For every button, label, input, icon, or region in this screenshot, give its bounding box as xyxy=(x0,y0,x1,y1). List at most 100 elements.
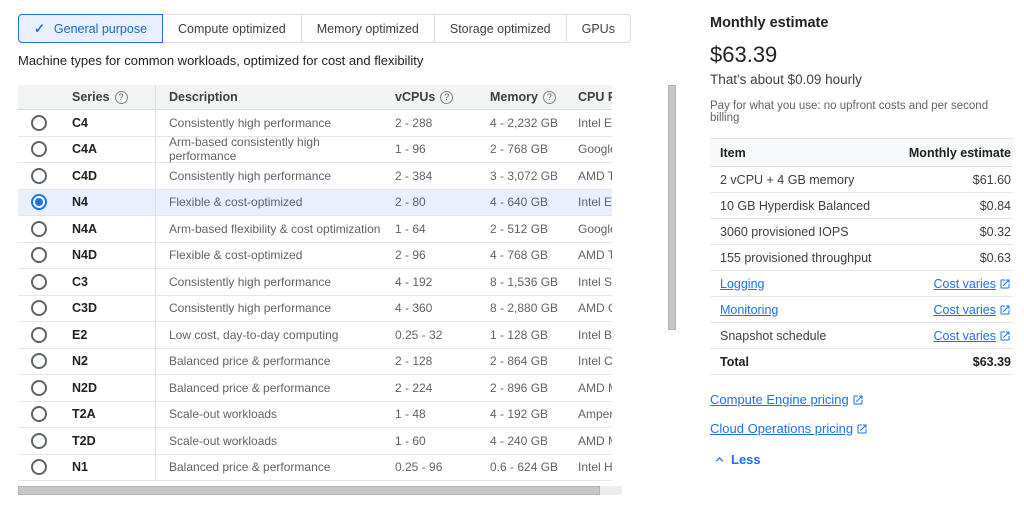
horizontal-scrollbar-track[interactable] xyxy=(18,486,622,495)
machine-series-row[interactable]: N2 Balanced price & performance 2 - 128 … xyxy=(18,348,612,375)
series-memory-range: 1 - 128 GB xyxy=(490,327,549,342)
tab-label: Compute optimized xyxy=(178,21,286,36)
series-radio-button[interactable] xyxy=(31,114,47,131)
series-vcpus-range: 2 - 80 xyxy=(395,195,426,210)
series-memory-range: 4 - 192 GB xyxy=(490,407,549,422)
vcpus-help-icon[interactable]: ? xyxy=(440,90,454,104)
series-memory-range: 2 - 512 GB xyxy=(490,221,549,236)
series-memory-range: 8 - 1,536 GB xyxy=(490,274,559,289)
horizontal-scrollbar-thumb[interactable] xyxy=(18,486,600,495)
series-memory-range: 4 - 640 GB xyxy=(490,195,549,210)
series-description: Scale-out workloads xyxy=(155,428,385,454)
series-description: Balanced price & performance xyxy=(155,348,385,374)
estimate-value-text[interactable]: Cost varies xyxy=(933,302,996,317)
tab-gpus[interactable]: GPUs xyxy=(565,14,631,43)
series-vcpus-range: 1 - 64 xyxy=(395,221,426,236)
series-radio-button[interactable] xyxy=(31,406,47,423)
tab-label: GPUs xyxy=(581,21,615,36)
series-vcpus-range: 2 - 224 xyxy=(395,380,433,395)
machine-series-row[interactable]: N2D Balanced price & performance 2 - 224… xyxy=(18,375,612,402)
series-description: Flexible & cost-optimized xyxy=(155,189,385,215)
estimate-item-label[interactable]: Logging xyxy=(720,276,765,291)
link-label: Cloud Operations pricing xyxy=(710,421,854,436)
machine-series-row[interactable]: N4 Flexible & cost-optimized 2 - 80 4 - … xyxy=(18,189,612,216)
estimate-value-text: $63.39 xyxy=(972,354,1011,369)
series-radio-button[interactable] xyxy=(31,459,47,476)
tab-label: Storage optimized xyxy=(449,21,551,36)
estimate-item-label: 10 GB Hyperdisk Balanced xyxy=(720,198,871,213)
series-radio-button[interactable] xyxy=(31,273,47,290)
vertical-scrollbar-thumb[interactable] xyxy=(668,85,676,330)
external-link-icon xyxy=(1000,279,1010,288)
estimate-row: 155 provisioned throughput $0.63 xyxy=(710,245,1013,271)
estimate-item-label[interactable]: Monitoring xyxy=(720,302,779,317)
series-name: C3 xyxy=(72,274,88,289)
series-radio-button[interactable] xyxy=(31,247,47,264)
series-name: T2D xyxy=(72,433,96,448)
estimate-item-label: 2 vCPU + 4 GB memory xyxy=(720,172,855,187)
vcpus-column-header: vCPUs? xyxy=(385,90,480,104)
series-memory-range: 4 - 240 GB xyxy=(490,433,549,448)
machine-series-row[interactable]: T2A Scale-out workloads 1 - 48 4 - 192 G… xyxy=(18,401,612,428)
tab-compute-optimized[interactable]: Compute optimized xyxy=(162,14,302,43)
machine-series-row[interactable]: C3D Consistently high performance 4 - 36… xyxy=(18,295,612,322)
series-radio-button[interactable] xyxy=(31,220,47,237)
series-description: Scale-out workloads xyxy=(155,401,385,427)
series-cpu-platform: Ampere Altra xyxy=(578,407,612,422)
cpu-platform-column-header: CPU Platform xyxy=(570,90,612,104)
series-cpu-platform: Intel Broadwe xyxy=(578,327,612,342)
series-name: N2 xyxy=(72,354,88,369)
series-description: Arm-based flexibility & cost optimizatio… xyxy=(155,216,385,242)
collapse-less-button[interactable]: Less xyxy=(712,452,761,467)
compute-engine-pricing-link[interactable]: Compute Engine pricing xyxy=(710,392,864,407)
tab-storage-optimized[interactable]: Storage optimized xyxy=(433,14,567,43)
machine-series-row[interactable]: C4 Consistently high performance 2 - 288… xyxy=(18,110,612,137)
series-memory-range: 2 - 896 GB xyxy=(490,380,549,395)
series-column-header: Series? xyxy=(60,90,155,104)
estimate-item-label: Total xyxy=(720,354,749,369)
series-radio-button[interactable] xyxy=(31,141,47,158)
series-radio-button[interactable] xyxy=(31,353,47,370)
machine-table-body: C4 Consistently high performance 2 - 288… xyxy=(18,110,612,481)
external-link-icon xyxy=(1000,305,1010,314)
checkmark-icon: ✓ xyxy=(34,20,45,36)
memory-header-label: Memory xyxy=(490,90,538,104)
tab-general-purpose[interactable]: ✓ General purpose xyxy=(18,14,164,43)
series-name: N2D xyxy=(72,380,98,395)
series-vcpus-range: 0.25 - 32 xyxy=(395,327,443,342)
machine-series-row[interactable]: N4D Flexible & cost-optimized 2 - 96 4 -… xyxy=(18,242,612,269)
memory-help-icon[interactable]: ? xyxy=(542,90,556,104)
series-cpu-platform: Intel Cascade xyxy=(578,354,612,369)
series-memory-range: 2 - 768 GB xyxy=(490,142,549,157)
series-vcpus-range: 1 - 60 xyxy=(395,433,426,448)
machine-series-row[interactable]: N1 Balanced price & performance 0.25 - 9… xyxy=(18,454,612,481)
series-radio-button[interactable] xyxy=(31,300,47,317)
series-radio-button[interactable] xyxy=(31,194,47,211)
series-vcpus-range: 2 - 96 xyxy=(395,248,426,263)
cpu-platform-header-label: CPU Platform xyxy=(578,90,612,104)
estimate-value-text[interactable]: Cost varies xyxy=(933,276,996,291)
memory-column-header: Memory? xyxy=(480,90,570,104)
estimate-row: Logging Cost varies xyxy=(710,271,1013,297)
estimate-item-label: 3060 provisioned IOPS xyxy=(720,224,849,239)
series-name: C3D xyxy=(72,301,98,316)
machine-series-row[interactable]: C3 Consistently high performance 4 - 192… xyxy=(18,269,612,296)
machine-series-row[interactable]: C4D Consistently high performance 2 - 38… xyxy=(18,163,612,190)
machine-series-row[interactable]: E2 Low cost, day-to-day computing 0.25 -… xyxy=(18,322,612,349)
series-radio-button[interactable] xyxy=(31,326,47,343)
cloud-operations-pricing-link[interactable]: Cloud Operations pricing xyxy=(710,421,868,436)
estimate-amount: $63.39 xyxy=(710,42,778,67)
series-help-icon[interactable]: ? xyxy=(114,90,128,104)
series-radio-button[interactable] xyxy=(31,432,47,449)
series-radio-button[interactable] xyxy=(31,167,47,184)
series-vcpus-range: 1 - 96 xyxy=(395,142,426,157)
machine-series-row[interactable]: N4A Arm-based flexibility & cost optimiz… xyxy=(18,216,612,243)
machine-series-row[interactable]: C4A Arm-based consistently high performa… xyxy=(18,135,612,163)
estimate-table-body: 2 vCPU + 4 GB memory $61.60 10 GB Hyperd… xyxy=(710,167,1013,375)
estimate-value-text[interactable]: Cost varies xyxy=(933,328,996,343)
tab-memory-optimized[interactable]: Memory optimized xyxy=(300,14,435,43)
machine-series-row[interactable]: T2D Scale-out workloads 1 - 60 4 - 240 G… xyxy=(18,428,612,455)
series-cpu-platform: Intel Emerald xyxy=(578,115,612,130)
series-description: Low cost, day-to-day computing xyxy=(155,322,385,348)
series-radio-button[interactable] xyxy=(31,379,47,396)
